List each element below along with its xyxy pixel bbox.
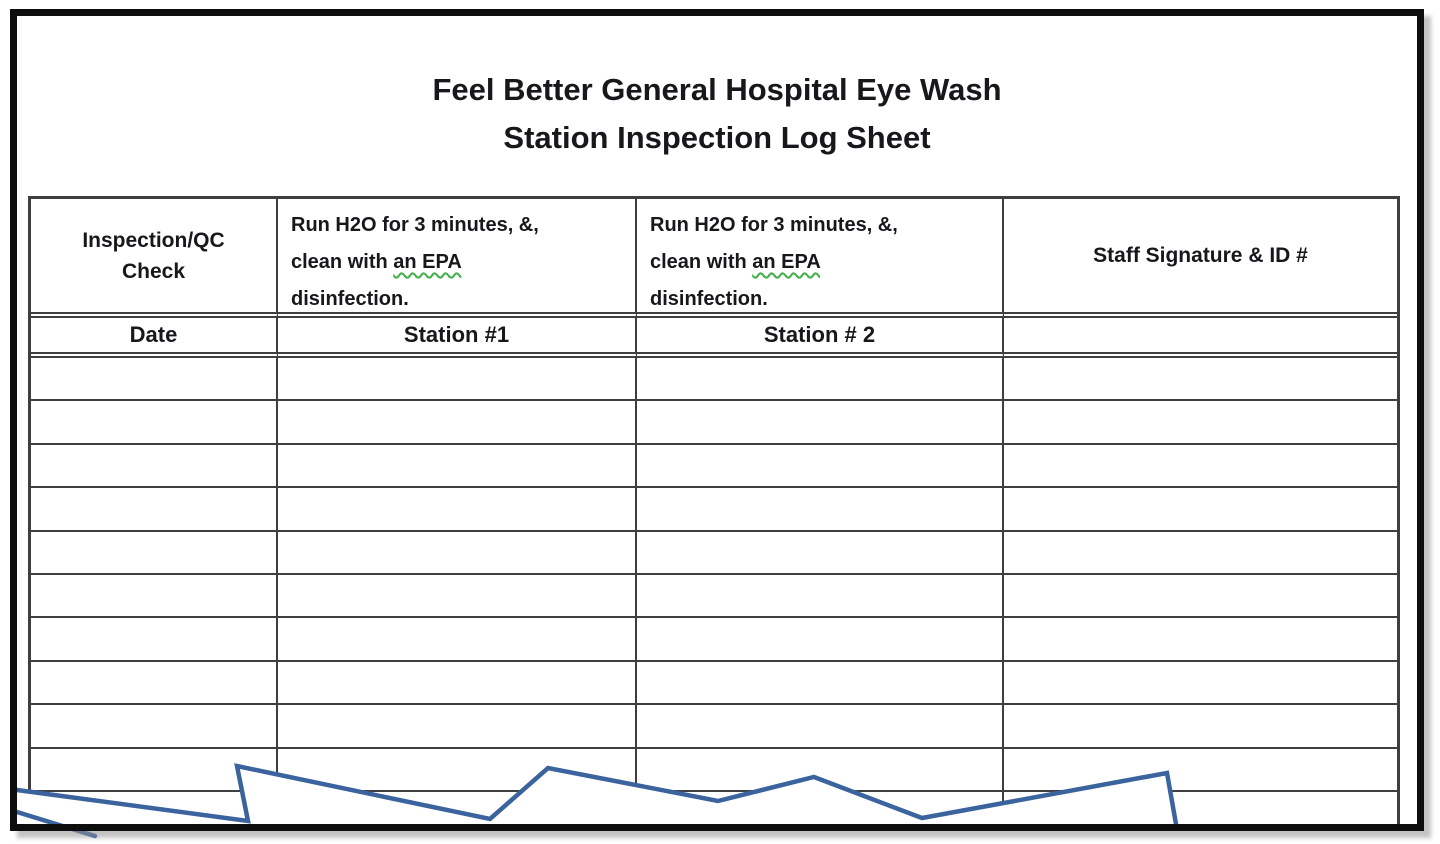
log-cell bbox=[31, 748, 278, 792]
log-cell bbox=[31, 488, 278, 532]
log-cell bbox=[637, 705, 1004, 749]
log-cell bbox=[637, 488, 1004, 532]
station1-instructions-pre: Run H2O for 3 minutes, &, clean with bbox=[291, 214, 539, 273]
log-cell bbox=[31, 574, 278, 619]
log-cell bbox=[1004, 791, 1397, 824]
station2-instructions-text: Run H2O for 3 minutes, &, clean with an … bbox=[650, 207, 925, 318]
subheader-cell-station2: Station # 2 bbox=[637, 312, 1004, 358]
document-content: Feel Better General Hospital Eye Wash St… bbox=[17, 16, 1417, 824]
inspection-log-table: Inspection/QC Check Run H2O for 3 minute… bbox=[28, 196, 1400, 824]
log-cell bbox=[637, 401, 1004, 445]
subheader-cell-station1: Station #1 bbox=[278, 312, 637, 358]
log-cell bbox=[1004, 705, 1397, 749]
header-cell-station1-instructions: Run H2O for 3 minutes, &, clean with an … bbox=[278, 199, 637, 312]
log-cell bbox=[278, 748, 637, 792]
log-cell bbox=[278, 401, 637, 445]
log-cell bbox=[31, 401, 278, 445]
log-cell bbox=[637, 531, 1004, 575]
document-title: Feel Better General Hospital Eye Wash St… bbox=[17, 66, 1417, 162]
log-cell bbox=[278, 574, 637, 619]
log-cell bbox=[278, 531, 637, 575]
log-cell bbox=[278, 661, 637, 706]
log-cell bbox=[637, 661, 1004, 706]
station1-instructions-post: disinfection. bbox=[291, 288, 409, 310]
log-cell bbox=[1004, 531, 1397, 575]
log-cell bbox=[637, 618, 1004, 662]
header-cell-station2-instructions: Run H2O for 3 minutes, &, clean with an … bbox=[637, 199, 1004, 312]
log-cell bbox=[1004, 401, 1397, 445]
log-cell bbox=[278, 488, 637, 532]
log-cell bbox=[1004, 358, 1397, 402]
log-cell bbox=[637, 748, 1004, 792]
station2-instructions-pre: Run H2O for 3 minutes, &, clean with bbox=[650, 214, 898, 273]
log-cell bbox=[1004, 618, 1397, 662]
log-cell bbox=[31, 705, 278, 749]
subheader-cell-signature-blank bbox=[1004, 312, 1397, 358]
log-cell bbox=[1004, 574, 1397, 619]
header-label-inspection-qc-check: Inspection/QC Check bbox=[82, 228, 225, 283]
station1-instructions-text: Run H2O for 3 minutes, &, clean with an … bbox=[291, 207, 566, 318]
subheader-label-station2: Station # 2 bbox=[763, 322, 876, 347]
log-cell bbox=[637, 358, 1004, 402]
log-cell bbox=[278, 358, 637, 402]
station2-instructions-post: disinfection. bbox=[650, 288, 768, 310]
log-cell bbox=[278, 705, 637, 749]
log-cell bbox=[278, 791, 637, 824]
log-cell bbox=[637, 444, 1004, 489]
log-cell bbox=[31, 444, 278, 489]
log-cell bbox=[278, 444, 637, 489]
log-cell bbox=[1004, 444, 1397, 489]
log-cell bbox=[31, 531, 278, 575]
log-cell bbox=[637, 791, 1004, 824]
header-cell-inspection-qc-check: Inspection/QC Check bbox=[31, 199, 278, 312]
log-cell bbox=[31, 358, 278, 402]
subheader-label-station1: Station #1 bbox=[403, 322, 510, 347]
log-cell bbox=[1004, 661, 1397, 706]
station2-grammar-squiggle-text: an EPA bbox=[752, 251, 821, 273]
log-cell bbox=[31, 661, 278, 706]
header-label-staff-signature: Staff Signature & ID # bbox=[1093, 244, 1308, 267]
document-title-line2: Station Inspection Log Sheet bbox=[503, 120, 931, 155]
log-cell bbox=[278, 618, 637, 662]
header-cell-staff-signature: Staff Signature & ID # bbox=[1004, 199, 1397, 312]
log-cell bbox=[31, 618, 278, 662]
station1-grammar-squiggle-text: an EPA bbox=[393, 251, 462, 273]
log-cell bbox=[1004, 748, 1397, 792]
log-cell bbox=[31, 791, 278, 824]
log-cell bbox=[1004, 488, 1397, 532]
subheader-cell-date: Date bbox=[31, 312, 278, 358]
log-cell bbox=[637, 574, 1004, 619]
document-title-line1: Feel Better General Hospital Eye Wash bbox=[432, 72, 1002, 107]
subheader-label-date: Date bbox=[129, 322, 178, 347]
